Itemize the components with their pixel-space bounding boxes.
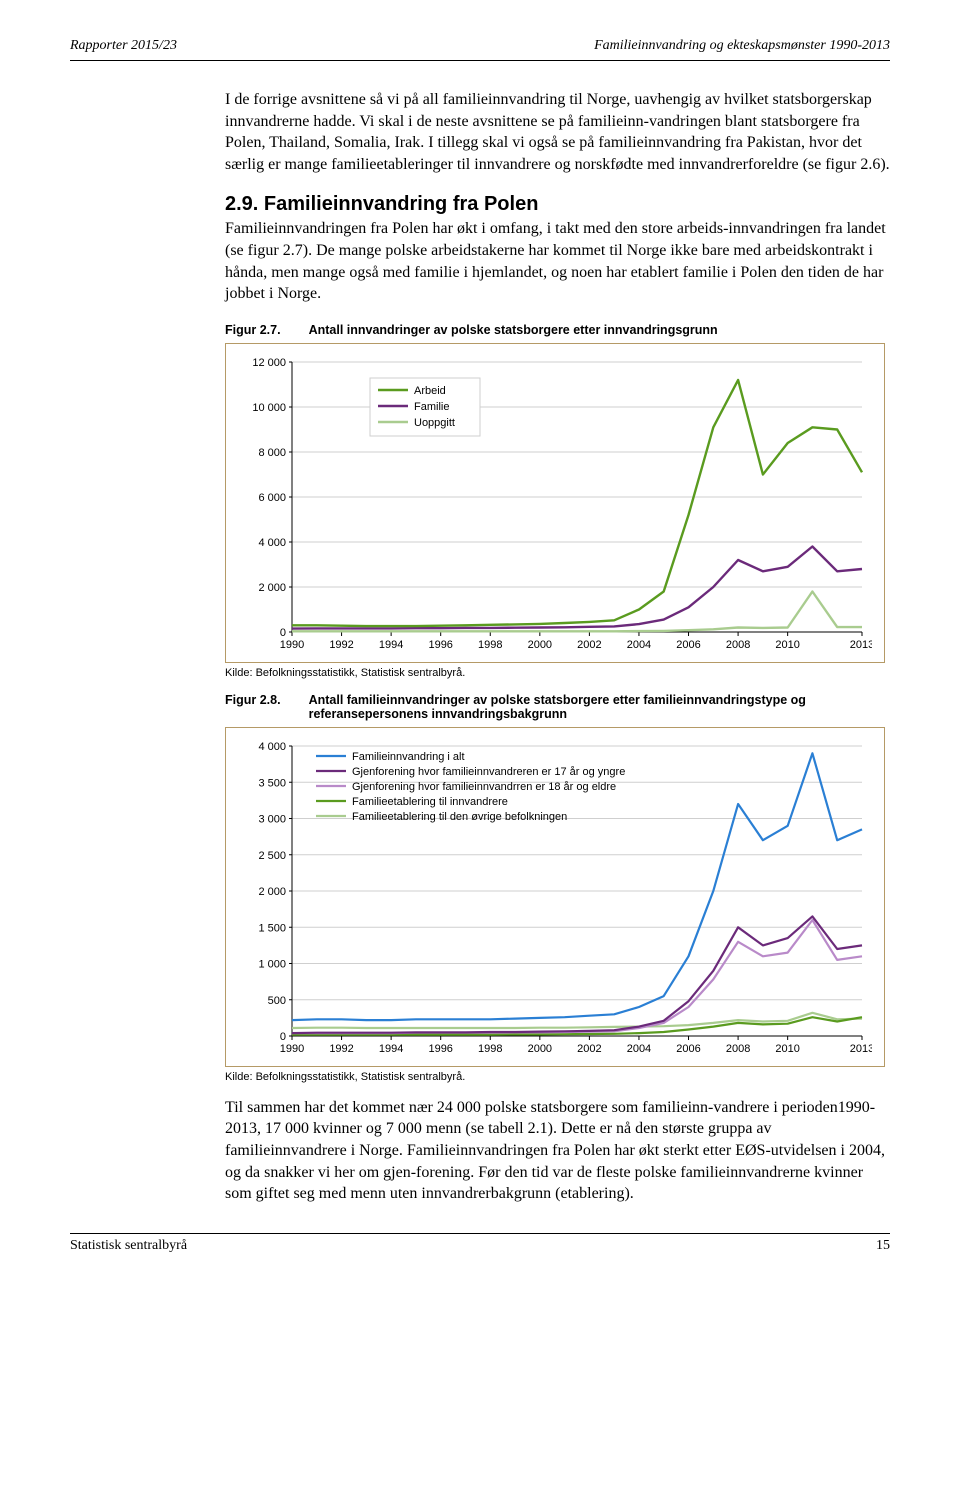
svg-text:2010: 2010: [775, 639, 799, 651]
svg-text:8 000: 8 000: [258, 447, 286, 459]
fig28-caption: Antall familieinnvandringer av polske st…: [309, 693, 890, 721]
svg-text:4 000: 4 000: [258, 537, 286, 549]
paragraph-2: Familieinnvandringen fra Polen har økt i…: [225, 218, 890, 304]
fig27-label: Figur 2.7.: [225, 323, 281, 337]
svg-text:1998: 1998: [478, 1043, 502, 1055]
svg-text:2008: 2008: [726, 1043, 750, 1055]
svg-text:10 000: 10 000: [252, 402, 286, 414]
fig27-svg: 0 2 000 4 000 6 000 8 000 10 000 12 000 1990 199…: [238, 354, 872, 654]
fig28-chart: 0 500 1 000 1 500 2 000 2 500 3 000 3 500 4 000 1…: [225, 727, 885, 1067]
svg-text:500: 500: [268, 995, 286, 1007]
svg-text:Arbeid: Arbeid: [414, 385, 446, 397]
svg-text:1 000: 1 000: [258, 958, 286, 970]
svg-text:1990: 1990: [280, 639, 304, 651]
svg-text:6 000: 6 000: [258, 492, 286, 504]
svg-text:2004: 2004: [627, 639, 651, 651]
paragraph-1: I de forrige avsnittene så vi på all fam…: [225, 89, 890, 175]
fig28-label: Figur 2.8.: [225, 693, 281, 721]
svg-text:2000: 2000: [528, 639, 552, 651]
svg-text:Familie: Familie: [414, 401, 449, 413]
svg-text:2 500: 2 500: [258, 850, 286, 862]
svg-text:1992: 1992: [329, 1043, 353, 1055]
section-heading: 2.9. Familieinnvandring fra Polen: [225, 193, 890, 216]
fig27-source: Kilde: Befolkningsstatistikk, Statistisk…: [225, 667, 890, 679]
svg-text:2008: 2008: [726, 639, 750, 651]
svg-text:2 000: 2 000: [258, 886, 286, 898]
svg-text:2002: 2002: [577, 639, 601, 651]
svg-text:Familieetablering til innvandr: Familieetablering til innvandrere: [352, 796, 508, 808]
svg-text:1994: 1994: [379, 1043, 403, 1055]
svg-text:1996: 1996: [428, 1043, 452, 1055]
header-rule: [70, 60, 890, 61]
svg-text:2 000: 2 000: [258, 582, 286, 594]
svg-text:2006: 2006: [676, 1043, 700, 1055]
fig28-source: Kilde: Befolkningsstatistikk, Statistisk…: [225, 1071, 890, 1083]
svg-text:2006: 2006: [676, 639, 700, 651]
svg-text:1996: 1996: [428, 639, 452, 651]
fig27-caption: Antall innvandringer av polske statsborg…: [309, 323, 890, 337]
svg-text:3 500: 3 500: [258, 777, 286, 789]
fig27-chart: 0 2 000 4 000 6 000 8 000 10 000 12 000 1990 199…: [225, 343, 885, 663]
svg-text:2002: 2002: [577, 1043, 601, 1055]
svg-text:0: 0: [280, 1031, 286, 1043]
paragraph-3: Til sammen har det kommet nær 24 000 pol…: [225, 1097, 890, 1205]
svg-text:4 000: 4 000: [258, 741, 286, 753]
header-left: Rapporter 2015/23: [70, 38, 177, 54]
svg-text:12 000: 12 000: [252, 357, 286, 369]
svg-text:1994: 1994: [379, 639, 403, 651]
header-right: Familieinnvandring og ekteskapsmønster 1…: [594, 38, 890, 54]
svg-text:2000: 2000: [528, 1043, 552, 1055]
svg-text:Gjenforening hvor familieinnva: Gjenforening hvor familieinnvandrren er …: [352, 781, 616, 793]
footer-left: Statistisk sentralbyrå: [70, 1238, 187, 1254]
svg-text:3 000: 3 000: [258, 813, 286, 825]
svg-text:Gjenforening hvor familieinnva: Gjenforening hvor familieinnvandreren er…: [352, 766, 625, 778]
svg-text:Familieetablering til den øvri: Familieetablering til den øvrige befolkn…: [352, 811, 567, 823]
svg-text:Familieinnvandring i alt: Familieinnvandring i alt: [352, 751, 465, 763]
svg-text:1992: 1992: [329, 639, 353, 651]
svg-text:2010: 2010: [775, 1043, 799, 1055]
svg-text:2004: 2004: [627, 1043, 651, 1055]
footer-right: 15: [876, 1238, 890, 1254]
svg-text:0: 0: [280, 627, 286, 639]
svg-text:1998: 1998: [478, 639, 502, 651]
svg-text:1 500: 1 500: [258, 922, 286, 934]
svg-text:Uoppgitt: Uoppgitt: [414, 417, 455, 429]
svg-text:2013: 2013: [850, 639, 872, 651]
svg-text:1990: 1990: [280, 1043, 304, 1055]
svg-text:2013: 2013: [850, 1043, 872, 1055]
fig28-svg: 0 500 1 000 1 500 2 000 2 500 3 000 3 500 4 000 1…: [238, 738, 872, 1058]
